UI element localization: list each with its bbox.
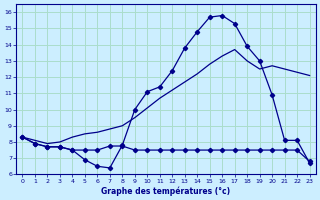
X-axis label: Graphe des températures (°c): Graphe des températures (°c) bbox=[101, 186, 231, 196]
